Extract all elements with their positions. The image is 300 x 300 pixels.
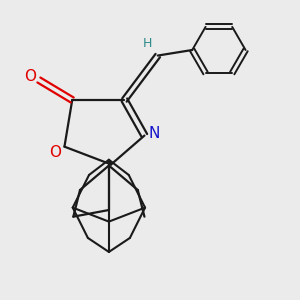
Text: O: O <box>24 69 36 84</box>
Text: N: N <box>149 126 160 141</box>
Text: H: H <box>143 37 152 50</box>
Text: O: O <box>50 145 61 160</box>
